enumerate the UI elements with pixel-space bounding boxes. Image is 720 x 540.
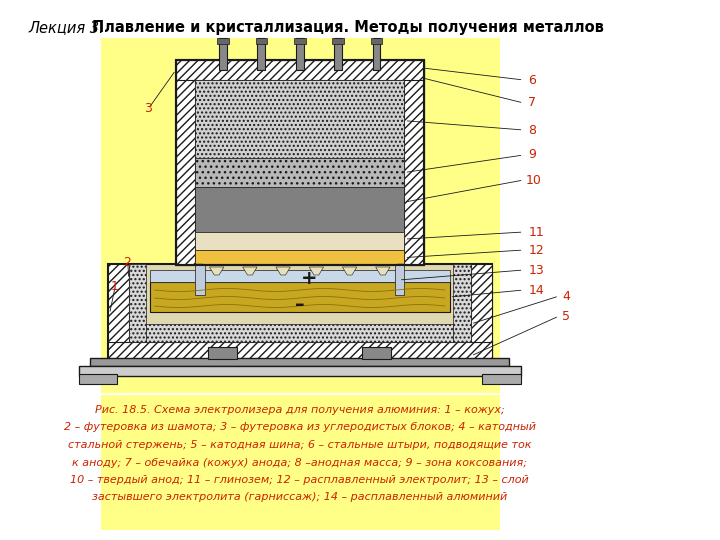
Text: 2 – футеровка из шамота; 3 – футеровка из углеродистых блоков; 4 – катодный: 2 – футеровка из шамота; 3 – футеровка и… (64, 422, 536, 433)
Bar (78, 374, 117, 384)
Bar (362, 347, 391, 359)
Polygon shape (210, 267, 224, 275)
Bar (107, 342, 492, 364)
Text: 4: 4 (562, 289, 570, 302)
Polygon shape (243, 267, 257, 275)
Bar (195, 264, 405, 265)
Text: 10 – твердый анод; 11 – глинозем; 12 – расплавленный электролит; 13 – слой: 10 – твердый анод; 11 – глинозем; 12 – р… (71, 475, 529, 485)
Polygon shape (376, 267, 390, 275)
Bar (195, 265, 204, 295)
Bar (294, 38, 305, 44)
Text: 2: 2 (123, 255, 131, 268)
Bar (209, 347, 238, 359)
Bar (333, 38, 344, 44)
Bar (219, 38, 227, 70)
Bar (217, 38, 229, 44)
Bar (256, 38, 267, 44)
Bar (258, 38, 265, 70)
Bar (107, 264, 129, 364)
Bar (146, 324, 454, 342)
Bar (195, 187, 405, 232)
Text: 7: 7 (528, 97, 536, 110)
Bar (176, 60, 423, 265)
Bar (296, 38, 304, 70)
Bar (176, 60, 423, 265)
Text: 14: 14 (528, 284, 544, 296)
Text: застывшего электролита (гарниссаж); 14 – расплавленный алюминий: застывшего электролита (гарниссаж); 14 –… (92, 492, 508, 503)
Text: 12: 12 (528, 244, 544, 256)
Bar (195, 250, 405, 265)
Bar (150, 282, 449, 312)
Text: 6: 6 (528, 73, 536, 86)
Bar (195, 80, 405, 158)
Text: 10: 10 (526, 173, 541, 186)
Text: стальной стержень; 5 – катодная шина; 6 – стальные штыри, подводящие ток: стальной стержень; 5 – катодная шина; 6 … (68, 440, 531, 450)
Bar (78, 366, 521, 376)
Bar (405, 60, 423, 265)
Bar (454, 264, 471, 342)
Polygon shape (309, 267, 323, 275)
Text: 1: 1 (110, 280, 118, 293)
Bar (107, 264, 492, 364)
Text: Лекция 3.: Лекция 3. (29, 20, 109, 35)
Bar (397, 264, 405, 265)
Bar (176, 60, 195, 265)
Bar (176, 60, 423, 80)
Bar (371, 38, 382, 44)
Text: 11: 11 (528, 226, 544, 239)
Text: 13: 13 (528, 264, 544, 276)
Polygon shape (276, 267, 290, 275)
Bar (90, 358, 509, 366)
Bar (334, 38, 342, 70)
Text: 3: 3 (144, 102, 152, 114)
Bar (195, 158, 405, 187)
Text: 5: 5 (562, 309, 570, 322)
Bar (150, 270, 449, 282)
Text: +: + (301, 269, 318, 288)
Text: –: – (295, 294, 305, 314)
Bar (471, 264, 492, 364)
Text: 8: 8 (528, 124, 536, 137)
Text: 9: 9 (528, 148, 536, 161)
Text: Плавление и кристаллизация. Методы получения металлов: Плавление и кристаллизация. Методы получ… (92, 20, 604, 35)
Text: к аноду; 7 – обечайка (кожух) анода; 8 –анодная масса; 9 – зона коксования;: к аноду; 7 – обечайка (кожух) анода; 8 –… (72, 457, 527, 468)
Bar (129, 264, 146, 342)
Bar (195, 264, 203, 265)
Polygon shape (343, 267, 357, 275)
Bar (195, 232, 405, 250)
Bar (395, 265, 405, 295)
Bar (101, 38, 500, 393)
Bar (482, 374, 521, 384)
Text: Рис. 18.5. Схема электролизера для получения алюминия: 1 – кожух;: Рис. 18.5. Схема электролизера для получ… (95, 405, 505, 415)
Bar (101, 395, 500, 530)
Bar (373, 38, 380, 70)
